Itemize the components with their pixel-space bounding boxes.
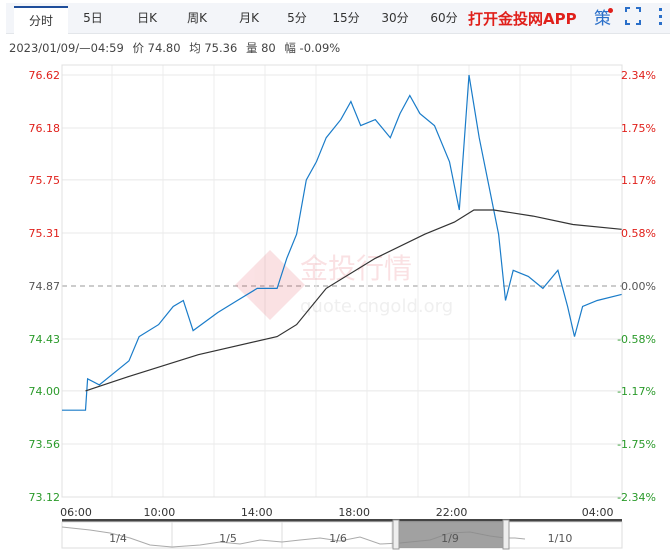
tab-3[interactable]: 周K: [187, 11, 207, 25]
y-tick-label: 73.12: [29, 491, 61, 504]
period-tabs: 分时 5日 日K 周K 月K 5分 15分 30分 60分 打开金投网APP 策: [0, 0, 670, 35]
tab-4[interactable]: 月K: [239, 11, 259, 25]
y-tick-label: 76.18: [29, 122, 61, 135]
navigator-date: 1/5: [219, 532, 237, 545]
info-avg: 均 75.36: [189, 41, 238, 55]
x-tick-label: 10:00: [144, 506, 176, 519]
strategy-button[interactable]: 策: [594, 9, 611, 29]
navigator-date: 1/4: [109, 532, 127, 545]
tab-bar: [6, 3, 670, 34]
tab-5[interactable]: 5分: [287, 11, 307, 25]
watermark-text: 金投行情: [300, 252, 412, 285]
pct-tick-label: 0.58%: [621, 227, 656, 240]
tab-8[interactable]: 60分: [430, 11, 458, 25]
navigator-selection[interactable]: [398, 522, 504, 548]
tab-7[interactable]: 30分: [381, 11, 409, 25]
pct-tick-label: 1.75%: [621, 122, 656, 135]
y-tick-label: 74.00: [29, 385, 61, 398]
x-tick-label: 18:00: [338, 506, 370, 519]
x-tick-label: 06:00: [60, 506, 92, 519]
pct-tick-label: -0.58%: [617, 333, 656, 346]
y-tick-label: 73.56: [29, 438, 61, 451]
watermark-logo: [235, 250, 305, 320]
pct-tick-label: -2.34%: [617, 491, 656, 504]
open-app-link[interactable]: 打开金投网APP: [468, 10, 577, 28]
navigator-top-bar: [62, 519, 622, 522]
pct-tick-label: 2.34%: [621, 69, 656, 82]
pct-tick-label: 1.17%: [621, 174, 656, 187]
pct-tick-label: 0.00%: [621, 280, 656, 293]
tab-6[interactable]: 15分: [332, 11, 360, 25]
info-change: 幅 -0.09%: [284, 41, 341, 55]
x-tick-label: 22:00: [436, 506, 468, 519]
navigator-right-handle[interactable]: [502, 519, 510, 550]
navigator-date: 1/9: [441, 532, 459, 545]
tab-1[interactable]: 5日: [83, 11, 103, 25]
tab-0[interactable]: 分时: [14, 6, 68, 35]
info-price: 价 74.80: [132, 41, 181, 55]
quote-info: 2023/01/09/—04:59 价 74.80 均 75.36 量 80 幅…: [9, 40, 345, 56]
info-volume: 量 80: [245, 41, 276, 55]
navigator-left-handle[interactable]: [392, 519, 400, 550]
y-tick-label: 74.43: [29, 333, 61, 346]
y-tick-label: 76.62: [29, 69, 61, 82]
price-line: [62, 74, 622, 411]
navigator-date: 1/10: [548, 532, 573, 545]
x-tick-label: 04:00: [582, 506, 614, 519]
avg-line: [85, 209, 622, 392]
tab-2[interactable]: 日K: [137, 11, 157, 25]
x-tick-label: 14:00: [241, 506, 273, 519]
pct-tick-label: -1.75%: [617, 438, 656, 451]
y-tick-label: 74.87: [29, 280, 61, 293]
watermark-url: quote.cngold.org: [300, 296, 453, 317]
y-tick-label: 75.75: [29, 174, 61, 187]
watermark: 金投行情 quote.cngold.org: [235, 250, 453, 320]
notification-dot: [608, 8, 613, 13]
navigator-date: 1/6: [329, 532, 347, 545]
plot-border: [61, 64, 623, 498]
y-tick-label: 75.31: [29, 227, 61, 240]
info-datetime: 2023/01/09/—04:59: [9, 41, 124, 55]
navigator[interactable]: [61, 521, 623, 549]
pct-tick-label: -1.17%: [617, 385, 656, 398]
